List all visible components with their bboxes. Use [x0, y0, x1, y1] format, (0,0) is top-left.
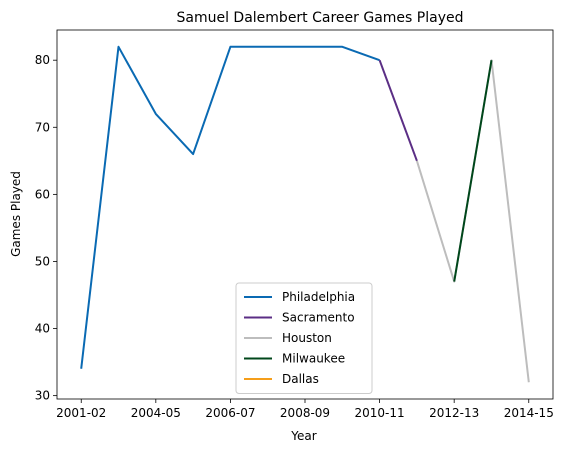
- x-tick-label: 2012-13: [429, 406, 479, 420]
- series-line-sacramento: [378, 59, 418, 162]
- legend: Philadelphia Sacramento Houston Milwaukee Da…: [235, 282, 373, 394]
- plot-area: 30 40 50 60 70 80 2001-02 2004-05 2006-07 2008-09…: [35, 29, 554, 420]
- legend-label-houston: Houston: [282, 331, 332, 345]
- x-tick-label: 2006-07: [205, 406, 255, 420]
- series-line-philadelphia: [80, 45, 380, 369]
- y-tick-label: 80: [35, 53, 50, 67]
- x-tick-label: 2010-11: [355, 406, 405, 420]
- y-axis-label: Games Played: [9, 171, 23, 257]
- x-tick-label: 2014-15: [504, 406, 554, 420]
- legend-box: [235, 282, 373, 394]
- x-tick-label: 2008-09: [280, 406, 330, 420]
- series-line-milwaukee: [453, 60, 493, 282]
- series-line-houston: [415, 59, 530, 383]
- x-axis-label: Year: [290, 429, 316, 443]
- legend-label-dallas: Dallas: [282, 372, 319, 386]
- x-tick-label: 2001-02: [56, 406, 106, 420]
- y-tick-label: 50: [35, 254, 50, 268]
- y-tick-label: 30: [35, 389, 50, 403]
- x-tick-label: 2004-05: [131, 406, 181, 420]
- y-tick-label: 70: [35, 120, 50, 134]
- legend-label-sacramento: Sacramento: [282, 311, 355, 325]
- y-tick-label: 60: [35, 187, 50, 201]
- legend-label-philadelphia: Philadelphia: [282, 290, 355, 304]
- legend-label-milwaukee: Milwaukee: [282, 352, 345, 366]
- y-tick-label: 40: [35, 322, 50, 336]
- chart-title: Samuel Dalembert Career Games Played: [177, 10, 464, 26]
